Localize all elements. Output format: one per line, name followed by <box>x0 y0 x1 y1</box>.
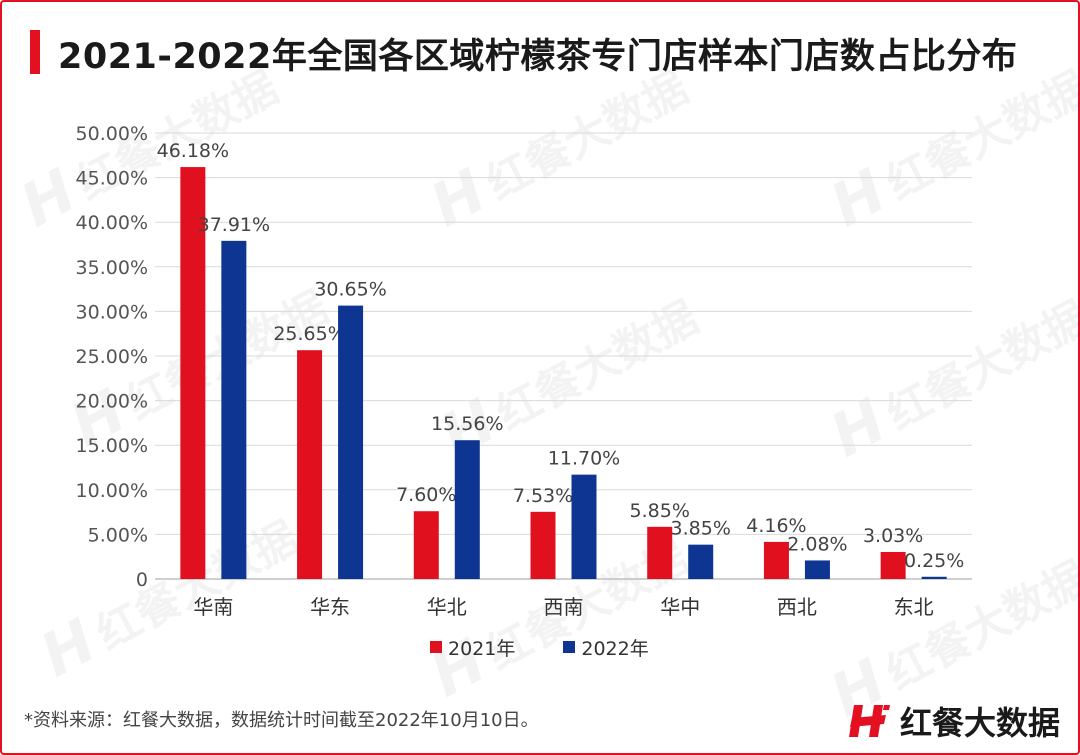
y-tick-label: 20.00% <box>76 391 148 413</box>
data-label: 7.53% <box>513 485 573 507</box>
x-tick-label: 华南 <box>193 595 233 619</box>
bar-2022-6 <box>921 576 947 579</box>
bar-2022-5 <box>804 560 830 579</box>
data-label: 37.91% <box>198 214 270 236</box>
y-tick-label: 0 <box>136 569 148 591</box>
x-tick-label: 华北 <box>427 595 467 619</box>
legend-swatch-2022 <box>563 641 576 653</box>
source-note: *资料来源：红餐大数据，数据统计时间截至2022年10月10日。 <box>24 710 539 731</box>
x-tick-label: 华中 <box>660 595 700 619</box>
title-accent-bar <box>30 30 40 74</box>
brand-logo: 红餐大数据 <box>846 698 1060 744</box>
page-title: 2021-2022年全国各区域柠檬茶专门店样本门店数占比分布 <box>58 37 1018 77</box>
bar-2022-1 <box>338 305 364 579</box>
bar-2021-6 <box>880 551 906 579</box>
data-label: 3.85% <box>671 518 731 540</box>
data-label: 7.60% <box>396 484 456 506</box>
data-label: 4.16% <box>746 515 806 537</box>
y-tick-label: 25.00% <box>76 346 148 368</box>
data-label: 0.25% <box>904 550 964 572</box>
bar-2022-3 <box>571 474 597 579</box>
bar-2021-3 <box>530 511 556 579</box>
data-label: 46.18% <box>157 140 229 162</box>
bar-2021-5 <box>763 541 789 579</box>
brand-name: 红餐大数据 <box>899 704 1060 742</box>
data-label: 3.03% <box>863 525 923 547</box>
x-tick-label: 西北 <box>777 595 817 619</box>
legend-swatch-2021 <box>430 641 442 653</box>
legend-item-2022: 2022年 <box>563 634 649 661</box>
x-tick-label: 西南 <box>544 595 584 619</box>
data-label: 11.70% <box>548 448 620 470</box>
chart-legend: 2021年 2022年 <box>430 634 649 660</box>
bar-2021-2 <box>413 511 439 579</box>
y-tick-label: 40.00% <box>76 212 148 234</box>
data-label: 5.85% <box>630 500 690 522</box>
bar-2021-0 <box>180 167 206 579</box>
bar-2022-2 <box>454 440 480 579</box>
bar-2021-4 <box>647 526 673 579</box>
y-tick-label: 35.00% <box>76 257 148 279</box>
y-tick-label: 10.00% <box>76 480 148 502</box>
y-tick-label: 5.00% <box>88 524 148 546</box>
bar-2021-1 <box>297 350 323 579</box>
x-tick-label: 东北 <box>894 595 934 619</box>
legend-item-2021: 2021年 <box>430 634 515 661</box>
data-label: 30.65% <box>314 279 386 301</box>
hongcan-logo-icon <box>848 705 890 737</box>
y-tick-label: 15.00% <box>76 435 148 457</box>
x-tick-label: 华东 <box>310 595 350 619</box>
legend-label-2022: 2022年 <box>581 637 649 660</box>
bar-2022-0 <box>221 240 247 579</box>
y-tick-label: 45.00% <box>76 168 148 190</box>
data-label: 15.56% <box>431 413 503 435</box>
data-label: 25.65% <box>273 323 345 345</box>
bar-2022-4 <box>688 544 714 579</box>
legend-label-2021: 2021年 <box>448 637 516 660</box>
data-label: 2.08% <box>787 533 847 555</box>
y-tick-label: 50.00% <box>76 123 148 145</box>
y-tick-label: 30.00% <box>76 301 148 323</box>
